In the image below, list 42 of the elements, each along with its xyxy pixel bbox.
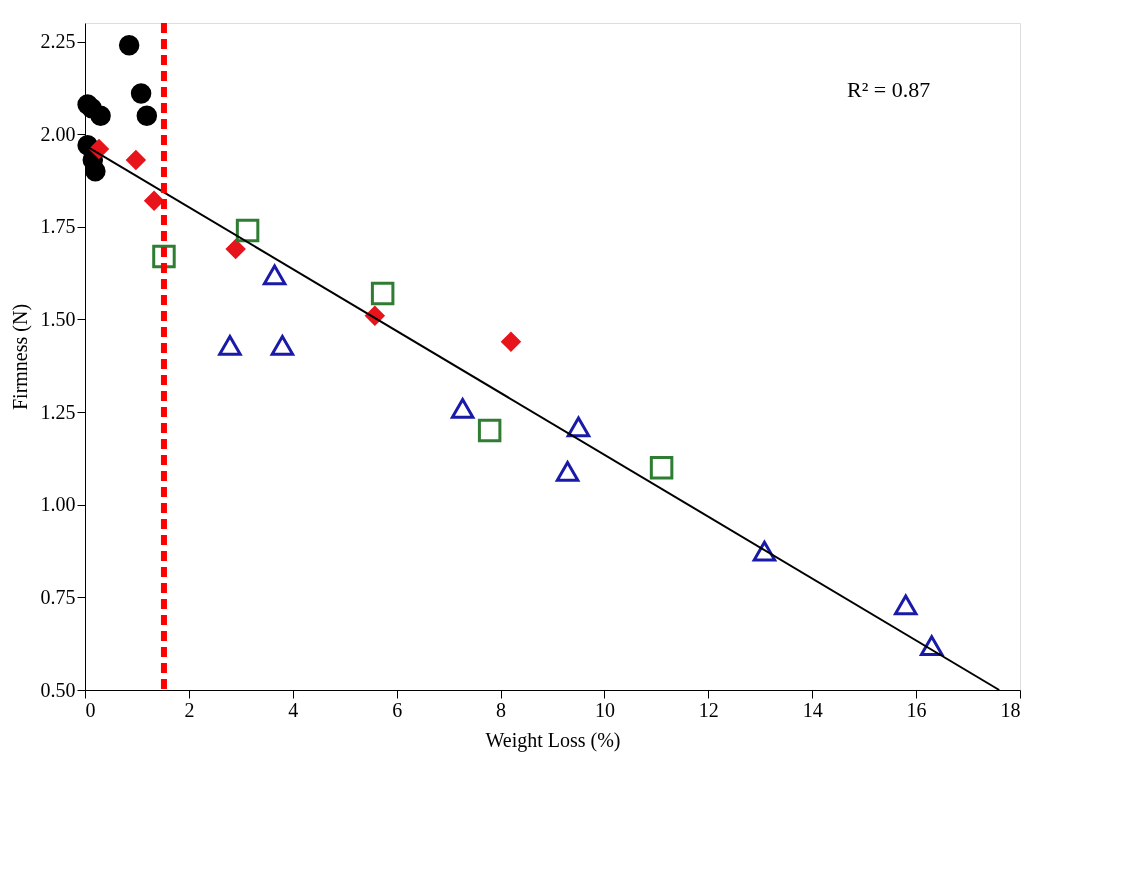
point xyxy=(152,244,176,269)
point xyxy=(370,281,395,306)
point xyxy=(270,335,295,356)
point xyxy=(262,264,287,286)
y-tick-label: 1.00 xyxy=(40,493,76,516)
y-tick-label: 2.25 xyxy=(40,30,76,53)
point xyxy=(143,190,165,212)
point xyxy=(136,105,158,126)
point xyxy=(893,594,918,616)
y-tick-label: 0.50 xyxy=(40,678,76,701)
point xyxy=(85,161,106,182)
point xyxy=(500,331,522,352)
y-tick-label: 2.00 xyxy=(40,122,76,145)
y-tick-label: 1.25 xyxy=(40,400,76,423)
x-tick-label: 12 xyxy=(698,698,719,721)
point xyxy=(566,416,591,438)
y-tick-label: 1.75 xyxy=(40,215,76,238)
point xyxy=(919,635,944,656)
point xyxy=(118,35,140,56)
x-tick-label: 10 xyxy=(594,698,615,721)
x-tick-label: 16 xyxy=(906,698,927,721)
point xyxy=(125,149,147,171)
x-tick-label: 18 xyxy=(1000,698,1021,721)
point xyxy=(477,418,502,443)
point xyxy=(235,218,260,243)
point xyxy=(225,238,246,260)
point xyxy=(218,335,242,356)
point xyxy=(450,398,475,419)
annotation: R² = 0.87 xyxy=(847,76,931,102)
y-tick-label: 0.75 xyxy=(40,585,76,608)
point xyxy=(649,455,674,480)
y-axis-title: Firmness (N) xyxy=(8,303,32,411)
x-axis-title: Weight Loss (%) xyxy=(485,728,621,752)
point xyxy=(130,83,152,104)
x-tick-label: 0 xyxy=(85,698,96,721)
x-tick-label: 4 xyxy=(288,698,299,721)
x-tick-label: 14 xyxy=(802,698,823,721)
x-tick-label: 8 xyxy=(496,698,507,721)
y-tick-label: 1.50 xyxy=(40,307,76,330)
x-tick-label: 6 xyxy=(392,698,403,721)
x-tick-label: 2 xyxy=(184,698,195,721)
point xyxy=(555,461,580,482)
